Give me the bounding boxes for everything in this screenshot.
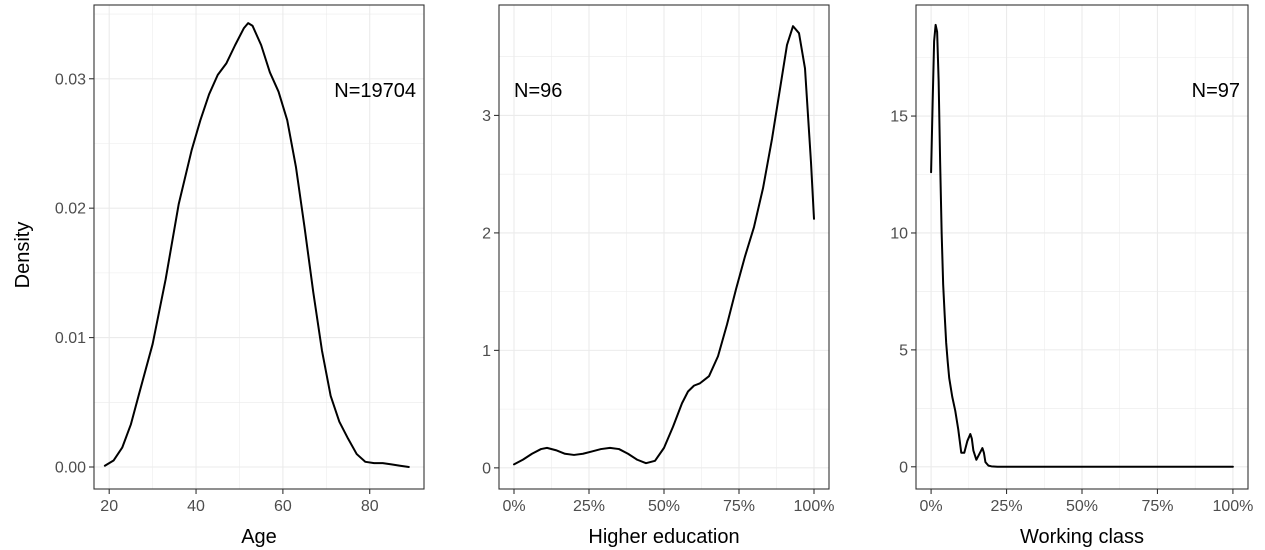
- y-tick-label: 5: [899, 342, 908, 359]
- axis-ticks: 0% 25% 50% 75% 100% 0 1 2 3: [482, 108, 834, 515]
- panel-working-class: 0% 25% 50% 75% 100% 0 5 10 15 N=97 Working class: [890, 4, 1253, 548]
- x-tick-label: 40: [187, 498, 205, 515]
- axis-ticks: 20 40 60 80 0.00 0.01 0.02 0.03: [55, 71, 379, 515]
- panel-higher-education: 0% 25% 50% 75% 100% 0 1 2 3 N=96 Higher educatio…: [482, 4, 834, 548]
- y-tick-label: 1: [482, 343, 491, 360]
- panel-age: 20 40 60 80 0.00 0.01 0.02 0.03 N=19704 Age: [55, 4, 425, 548]
- x-tick-label: 25%: [573, 498, 605, 515]
- x-tick-label: 0%: [502, 498, 525, 515]
- density-curve: [930, 23, 1234, 468]
- x-tick-label: 50%: [648, 498, 680, 515]
- y-tick-label: 0.01: [55, 330, 86, 347]
- sample-size-annotation: N=19704: [334, 80, 416, 102]
- x-axis-title: Working class: [1020, 526, 1144, 548]
- x-tick-label: 0%: [920, 498, 943, 515]
- sample-size-annotation: N=96: [514, 80, 562, 102]
- panel-border: [93, 4, 425, 490]
- panel-background: [94, 5, 424, 489]
- x-tick-label: 80: [361, 498, 379, 515]
- density-line: [513, 25, 815, 466]
- density-line: [930, 23, 1234, 468]
- axis-ticks: 0% 25% 50% 75% 100% 0 5 10 15: [890, 109, 1253, 515]
- grid-lines: [499, 5, 829, 489]
- x-axis-title: Age: [241, 526, 277, 548]
- y-tick-label: 15: [890, 109, 908, 126]
- y-tick-label: 3: [482, 108, 491, 125]
- y-axis-title: Density: [12, 222, 34, 289]
- x-axis-title: Higher education: [588, 526, 739, 548]
- density-curve: [103, 22, 410, 468]
- density-line: [103, 22, 410, 468]
- x-tick-label: 60: [274, 498, 292, 515]
- y-tick-label: 10: [890, 225, 908, 242]
- y-tick-label: 0.00: [55, 460, 86, 477]
- grid-lines: [94, 5, 424, 489]
- sample-size-annotation: N=97: [1192, 80, 1240, 102]
- x-tick-label: 50%: [1066, 498, 1098, 515]
- grid-lines: [916, 5, 1248, 489]
- y-tick-label: 0.03: [55, 71, 86, 88]
- y-tick-label: 2: [482, 225, 491, 242]
- density-curve: [513, 25, 815, 466]
- x-tick-label: 100%: [1212, 498, 1253, 515]
- x-tick-label: 75%: [723, 498, 755, 515]
- x-tick-label: 25%: [991, 498, 1023, 515]
- y-tick-label: 0: [899, 459, 908, 476]
- x-tick-label: 75%: [1141, 498, 1173, 515]
- y-tick-label: 0.02: [55, 201, 86, 218]
- y-tick-label: 0: [482, 460, 491, 477]
- x-tick-label: 100%: [794, 498, 835, 515]
- x-tick-label: 20: [100, 498, 118, 515]
